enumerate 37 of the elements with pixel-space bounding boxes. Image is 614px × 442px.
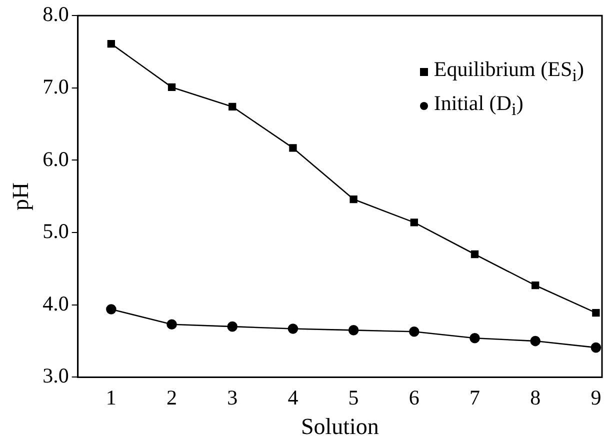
point	[227, 321, 238, 332]
y-axis-title: pH	[8, 182, 33, 210]
x-tick-label: 1	[106, 385, 116, 410]
x-tick-label: 9	[590, 385, 602, 410]
point	[409, 326, 420, 337]
point	[348, 325, 359, 336]
legend-label: Initial (D$_{i}$)	[434, 90, 524, 122]
y-tick-label: 3.0	[42, 364, 69, 388]
x-tick-label: 6	[408, 385, 420, 410]
x-tick-label: 4	[288, 385, 299, 410]
point	[410, 218, 418, 226]
point	[530, 336, 540, 346]
point	[590, 342, 602, 353]
point	[228, 102, 236, 111]
point	[168, 83, 176, 92]
x-tick-label: 5	[348, 385, 359, 410]
x-tick-label: 7	[470, 385, 480, 410]
y-tick-label: 8.0	[42, 2, 69, 26]
x-axis-title: Solution	[300, 414, 380, 440]
point	[166, 319, 177, 330]
y-tick-label: 6.0	[42, 146, 69, 171]
y-tick-label: 7.0	[42, 74, 69, 98]
point	[289, 144, 297, 152]
x-tick-label: 8	[530, 385, 541, 410]
point	[107, 40, 116, 48]
y-tick-label: 4.0	[42, 291, 69, 316]
x-tick-label: 3	[227, 385, 238, 410]
point	[532, 282, 540, 290]
point	[470, 332, 480, 344]
point	[470, 250, 479, 258]
point	[288, 324, 298, 334]
point	[106, 304, 116, 314]
point	[350, 195, 358, 204]
y-tick-label: 5.0	[42, 219, 69, 244]
legend-label: Equilibrium (ES$_{i}$)	[434, 56, 584, 88]
x-tick-label: 2	[166, 385, 178, 410]
point	[592, 309, 600, 317]
